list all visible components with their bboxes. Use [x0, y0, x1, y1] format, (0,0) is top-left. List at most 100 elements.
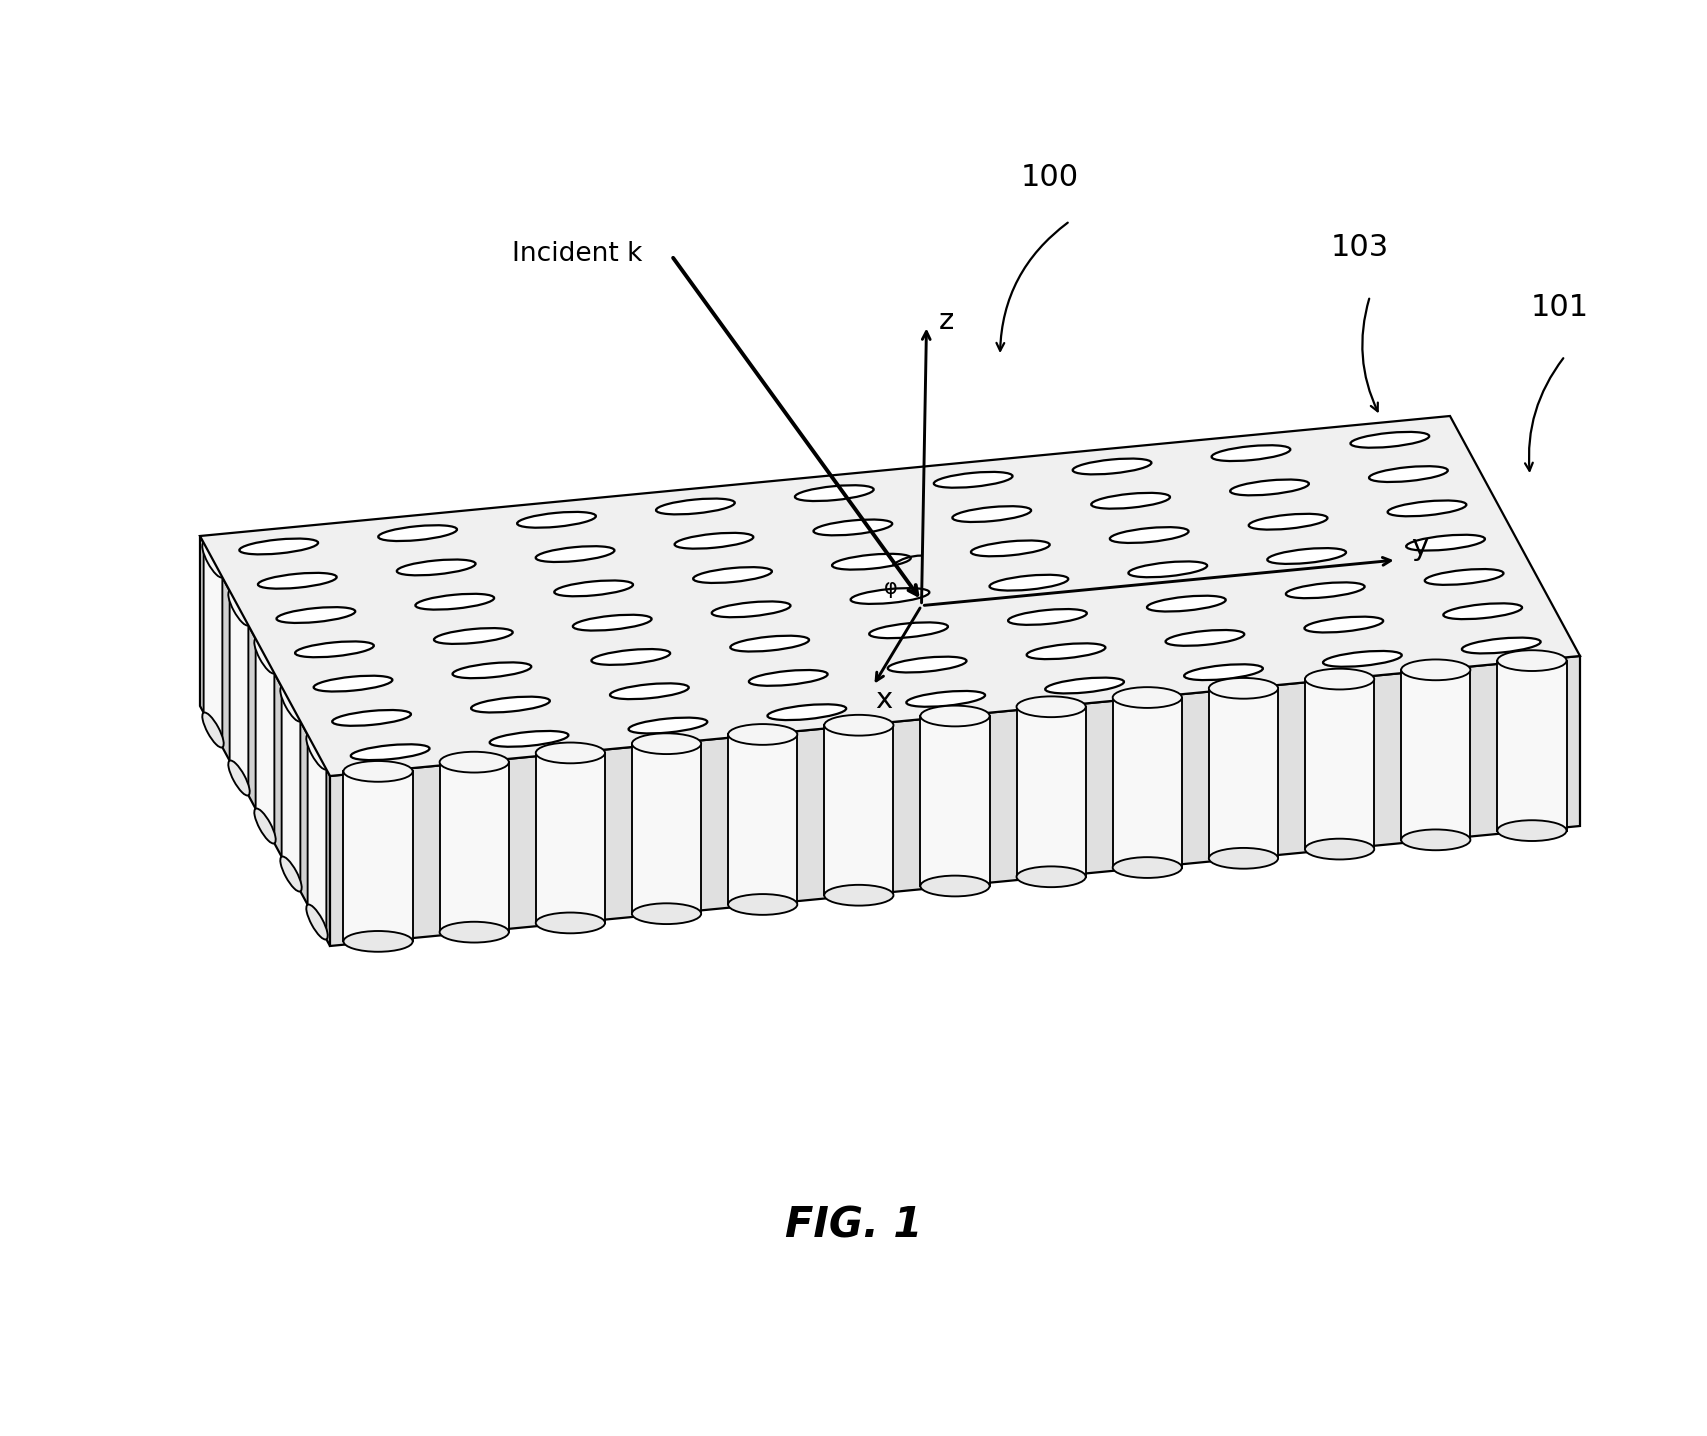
- Polygon shape: [824, 725, 893, 895]
- Ellipse shape: [277, 607, 355, 623]
- Ellipse shape: [1442, 603, 1521, 619]
- Ellipse shape: [306, 905, 328, 939]
- Polygon shape: [920, 717, 988, 886]
- FancyArrowPatch shape: [1524, 358, 1562, 471]
- Ellipse shape: [536, 546, 615, 561]
- Text: Incident k: Incident k: [510, 241, 642, 267]
- Ellipse shape: [1091, 493, 1169, 508]
- Ellipse shape: [869, 622, 947, 638]
- Ellipse shape: [434, 628, 512, 643]
- Polygon shape: [343, 771, 413, 942]
- Ellipse shape: [1007, 609, 1086, 625]
- Ellipse shape: [655, 498, 734, 514]
- Ellipse shape: [1072, 458, 1151, 474]
- Ellipse shape: [1497, 820, 1565, 841]
- Ellipse shape: [970, 540, 1050, 556]
- Ellipse shape: [258, 573, 336, 589]
- Ellipse shape: [953, 507, 1031, 523]
- Ellipse shape: [1026, 643, 1104, 659]
- Ellipse shape: [536, 912, 604, 933]
- Ellipse shape: [906, 691, 985, 707]
- Ellipse shape: [254, 639, 275, 673]
- Ellipse shape: [1229, 480, 1308, 495]
- Ellipse shape: [229, 590, 249, 626]
- Ellipse shape: [824, 885, 893, 906]
- Ellipse shape: [452, 662, 531, 678]
- Ellipse shape: [1304, 839, 1374, 860]
- Ellipse shape: [333, 709, 411, 725]
- Ellipse shape: [1210, 445, 1289, 461]
- Ellipse shape: [1164, 630, 1244, 646]
- Ellipse shape: [350, 744, 428, 760]
- Ellipse shape: [1461, 638, 1540, 653]
- Ellipse shape: [1209, 847, 1277, 869]
- Ellipse shape: [572, 615, 652, 630]
- Ellipse shape: [934, 472, 1012, 488]
- Ellipse shape: [396, 560, 475, 576]
- Polygon shape: [632, 744, 702, 913]
- Text: x: x: [874, 686, 891, 714]
- Ellipse shape: [280, 686, 302, 721]
- Polygon shape: [727, 734, 797, 905]
- Ellipse shape: [888, 656, 966, 672]
- Ellipse shape: [415, 595, 493, 610]
- Polygon shape: [1016, 707, 1086, 877]
- Ellipse shape: [1323, 651, 1401, 666]
- Ellipse shape: [1369, 467, 1448, 482]
- Ellipse shape: [850, 589, 929, 605]
- Ellipse shape: [201, 712, 224, 748]
- Ellipse shape: [1497, 651, 1565, 671]
- Text: 101: 101: [1529, 293, 1588, 322]
- Polygon shape: [1400, 669, 1470, 840]
- Ellipse shape: [988, 574, 1067, 590]
- Ellipse shape: [1128, 561, 1207, 577]
- Text: FIG. 1: FIG. 1: [785, 1205, 922, 1246]
- Ellipse shape: [536, 742, 604, 764]
- Polygon shape: [256, 639, 275, 843]
- Ellipse shape: [314, 676, 393, 692]
- Ellipse shape: [490, 731, 568, 747]
- Ellipse shape: [920, 705, 988, 727]
- Ellipse shape: [1386, 501, 1466, 517]
- Ellipse shape: [727, 895, 797, 915]
- Polygon shape: [1304, 679, 1374, 849]
- Polygon shape: [200, 416, 1579, 775]
- Polygon shape: [229, 590, 248, 796]
- Ellipse shape: [794, 485, 874, 501]
- Ellipse shape: [201, 543, 224, 577]
- Ellipse shape: [1350, 432, 1429, 448]
- Ellipse shape: [674, 533, 753, 549]
- Ellipse shape: [1111, 688, 1181, 708]
- Ellipse shape: [766, 704, 845, 719]
- Ellipse shape: [591, 649, 669, 665]
- Text: 103: 103: [1330, 233, 1388, 261]
- Ellipse shape: [813, 520, 891, 536]
- Ellipse shape: [632, 734, 702, 754]
- Ellipse shape: [280, 856, 302, 892]
- Ellipse shape: [1400, 830, 1470, 850]
- Ellipse shape: [609, 684, 688, 699]
- Ellipse shape: [1045, 678, 1123, 694]
- Ellipse shape: [1304, 669, 1374, 689]
- Polygon shape: [439, 763, 509, 932]
- Ellipse shape: [1147, 596, 1226, 612]
- Ellipse shape: [1016, 696, 1086, 717]
- Polygon shape: [203, 543, 222, 747]
- Ellipse shape: [229, 761, 249, 796]
- Ellipse shape: [306, 734, 328, 770]
- Polygon shape: [1111, 698, 1181, 867]
- Polygon shape: [1497, 661, 1565, 830]
- Ellipse shape: [1267, 549, 1345, 564]
- Ellipse shape: [517, 511, 596, 527]
- Ellipse shape: [439, 752, 509, 773]
- Polygon shape: [282, 686, 300, 892]
- Ellipse shape: [295, 642, 374, 658]
- Polygon shape: [200, 536, 329, 946]
- Ellipse shape: [1209, 678, 1277, 699]
- Ellipse shape: [343, 931, 413, 952]
- Ellipse shape: [824, 715, 893, 735]
- Text: φ: φ: [883, 577, 896, 597]
- Ellipse shape: [1110, 527, 1188, 543]
- Ellipse shape: [439, 922, 509, 942]
- Ellipse shape: [1183, 665, 1261, 681]
